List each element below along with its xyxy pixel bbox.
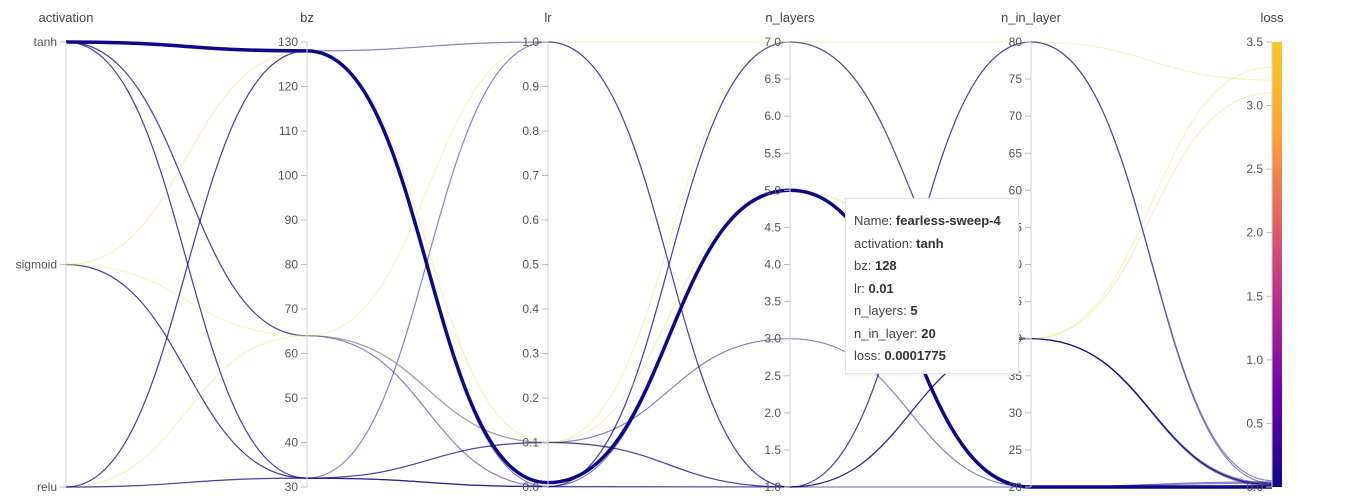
axis-title-n-layers: n_layers — [765, 10, 815, 25]
tick-label-loss-2-0: 2.0 — [1246, 226, 1263, 240]
run-line-11[interactable] — [65, 41, 1273, 488]
tick-label-bz-60: 60 — [285, 347, 299, 361]
tick-label-bz-80: 80 — [285, 258, 299, 272]
tooltip-row-n-in-layer: n_in_layer: 20 — [854, 325, 936, 341]
loss-colorbar-gradient — [1272, 42, 1282, 487]
tick-label-n-layers-4-5: 4.5 — [764, 220, 781, 234]
axis-bz[interactable]: bz 30 40 50 60 70 80 90 100 110 120 130 — [278, 10, 314, 494]
tick-label-lr-0-5: 0.5 — [522, 258, 539, 272]
tick-label-n-layers-3-5: 3.5 — [764, 295, 781, 309]
tooltip-value-n-layers: 5 — [910, 303, 918, 318]
tick-label-n-layers-7-0: 7.0 — [764, 35, 781, 49]
run-line-7[interactable] — [65, 41, 1273, 340]
tooltip-row-n-layers: n_layers: 5 — [854, 303, 918, 318]
tick-label-loss-0-5: 0.5 — [1246, 416, 1263, 430]
tick-label-lr-0-4: 0.4 — [522, 302, 539, 316]
axis-title-n-in-layer: n_in_layer — [1001, 10, 1062, 25]
tick-label-lr-0-8: 0.8 — [522, 124, 539, 138]
tick-label-loss-2-5: 2.5 — [1246, 162, 1263, 176]
tooltip-row-activation: activation: tanh — [854, 235, 944, 251]
tick-label-n-in-layer-65: 65 — [1009, 146, 1023, 160]
tick-label-bz-40: 40 — [285, 436, 299, 450]
tick-label-lr-0-2: 0.2 — [522, 391, 539, 405]
tick-label-n-in-layer-20: 20 — [1009, 480, 1023, 494]
tick-label-activation-tanh: tanh — [34, 35, 57, 49]
run-tooltip: Name: fearless-sweep-4 activation: tanh … — [845, 198, 1019, 374]
tick-label-loss-3-5: 3.5 — [1246, 35, 1263, 49]
tick-label-loss-1-5: 1.5 — [1246, 289, 1263, 303]
tooltip-value-n-in-layer: 20 — [921, 325, 936, 341]
tooltip-row-bz: bz: 128 — [854, 258, 897, 273]
axis-title-lr: lr — [544, 10, 552, 25]
tick-label-lr-0-1: 0.1 — [522, 436, 539, 450]
loss-colorbar — [1272, 42, 1282, 487]
axis-lr[interactable]: lr 0.0 0.1 0.2 0.3 0.4 0.5 0.6 0.7 0.8 0.9 1.0 — [522, 10, 552, 494]
tooltip-row-loss: loss: 0.0001775 — [854, 348, 946, 363]
tick-label-n-in-layer-25: 25 — [1009, 443, 1023, 457]
tooltip-value-name: fearless-sweep-4 — [895, 213, 1001, 228]
run-line-12[interactable] — [65, 50, 1273, 444]
tick-label-n-layers-6-0: 6.0 — [764, 109, 781, 123]
tick-label-n-layers-3-0: 3.0 — [764, 332, 781, 346]
tick-label-lr-0-7: 0.7 — [522, 169, 539, 183]
axes: activation relu sigmoid tanh bz 30 40 50 60 70 80 9… — [16, 10, 1284, 494]
tick-label-loss-3-0: 3.0 — [1246, 99, 1263, 113]
axis-title-loss: loss — [1260, 10, 1284, 25]
tick-label-lr-1-0: 1.0 — [522, 35, 539, 49]
tick-label-n-layers-2-0: 2.0 — [764, 406, 781, 420]
axis-loss[interactable]: loss 0.0 0.5 1.0 1.5 2.0 2.5 3.0 3.5 — [1246, 10, 1284, 494]
tick-label-bz-30: 30 — [285, 480, 299, 494]
tooltip-value-bz: 128 — [874, 258, 897, 273]
tick-label-n-in-layer-75: 75 — [1009, 72, 1023, 86]
tick-label-n-layers-4-0: 4.0 — [764, 258, 781, 272]
tick-label-activation-sigmoid: sigmoid — [16, 258, 57, 272]
tick-label-n-layers-6-5: 6.5 — [764, 72, 781, 86]
tick-label-lr-0-6: 0.6 — [522, 213, 539, 227]
tooltip-row-lr: lr: 0.01 — [854, 280, 894, 296]
tooltip-value-lr: 0.01 — [868, 280, 894, 296]
tick-label-bz-120: 120 — [278, 80, 298, 94]
tick-label-loss-1-0: 1.0 — [1246, 353, 1263, 367]
tick-label-n-layers-1-0: 1.0 — [764, 480, 781, 494]
tick-label-n-layers-1-5: 1.5 — [764, 443, 781, 457]
tooltip-value-loss: 0.0001775 — [884, 348, 946, 363]
tick-label-lr-0-3: 0.3 — [522, 347, 539, 361]
axis-title-activation: activation — [39, 10, 94, 25]
tick-label-n-in-layer-70: 70 — [1009, 109, 1023, 123]
tick-label-bz-110: 110 — [279, 124, 298, 138]
tooltip-row-name: Name: fearless-sweep-4 — [854, 213, 1001, 228]
run-line-13[interactable] — [65, 41, 1273, 488]
axis-activation[interactable]: activation relu sigmoid tanh — [16, 10, 94, 494]
axis-n-layers[interactable]: n_layers 1.0 1.5 2.0 2.5 3.0 3.5 4.0 4.5 5.0 5.5 6.… — [764, 10, 815, 494]
tick-label-bz-90: 90 — [285, 213, 299, 227]
tick-label-lr-0-9: 0.9 — [522, 80, 539, 94]
tick-label-bz-100: 100 — [278, 169, 298, 183]
tick-label-lr-0-0: 0.0 — [522, 480, 539, 494]
tick-label-n-in-layer-30: 30 — [1009, 406, 1023, 420]
tick-label-loss-0-0: 0.0 — [1246, 480, 1263, 494]
tick-label-bz-50: 50 — [285, 391, 299, 405]
tick-label-n-layers-2-5: 2.5 — [764, 369, 781, 383]
run-line-highlighted[interactable] — [65, 40, 1273, 489]
tooltip-value-activation: tanh — [916, 235, 944, 251]
tick-label-n-in-layer-80: 80 — [1009, 35, 1023, 49]
tick-label-n-in-layer-60: 60 — [1009, 183, 1023, 197]
run-lines — [65, 40, 1273, 489]
tick-label-bz-70: 70 — [285, 302, 299, 316]
tick-label-activation-relu: relu — [37, 480, 57, 494]
axis-title-bz: bz — [300, 10, 314, 25]
tick-label-n-layers-5-0: 5.0 — [764, 183, 781, 197]
tick-label-n-layers-5-5: 5.5 — [764, 146, 781, 160]
tick-label-bz-130: 130 — [278, 35, 298, 49]
